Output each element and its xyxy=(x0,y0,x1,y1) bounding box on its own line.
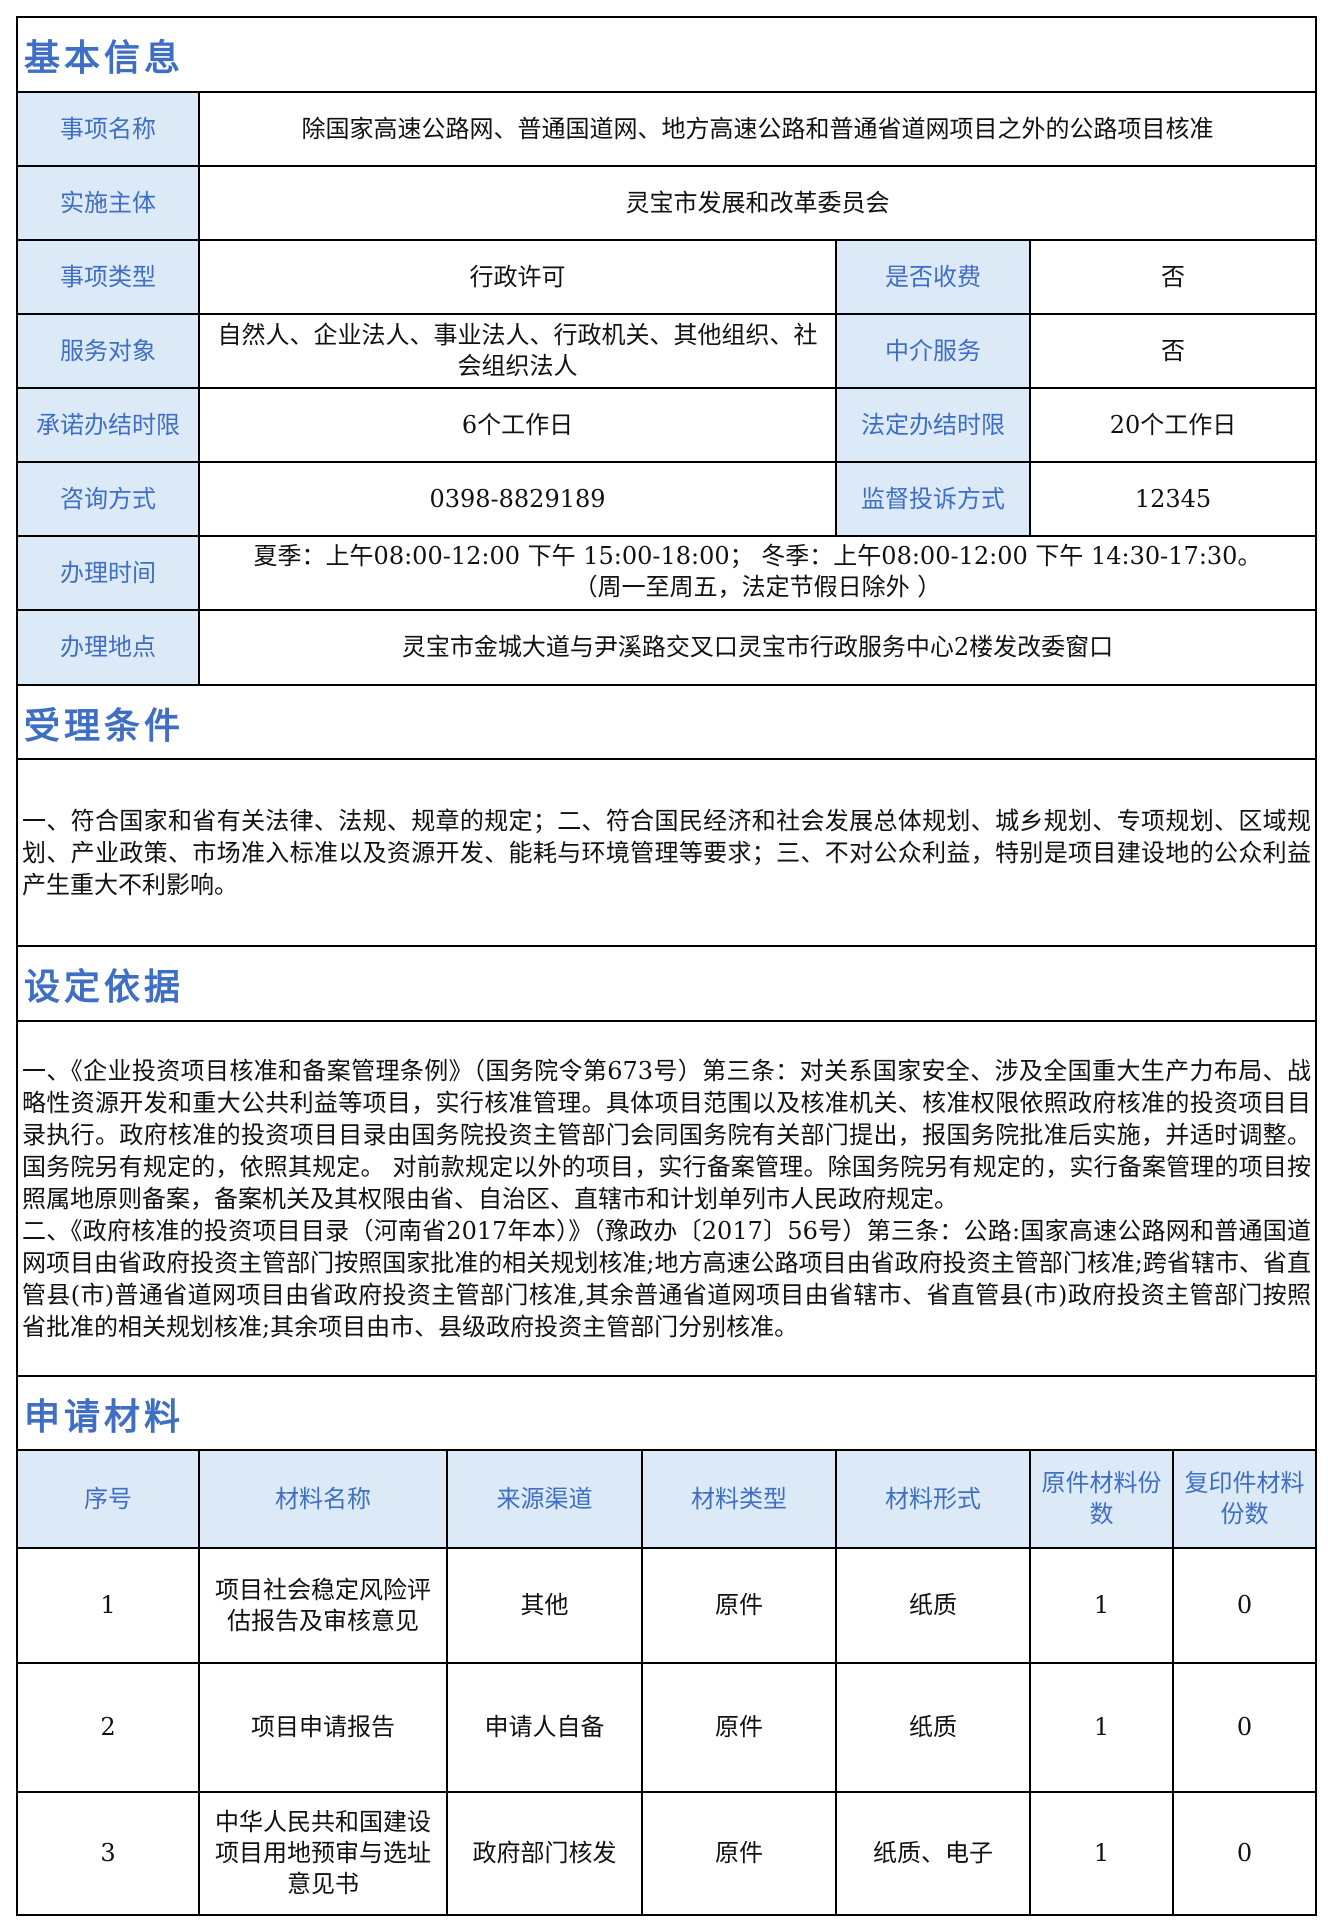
header-copy-count: 复印件材料份数 xyxy=(1174,1451,1315,1547)
value-complaint: 12345 xyxy=(1134,484,1212,513)
basis-text-2: 二、《政府核准的投资项目目录（河南省2017年本）》（豫政办〔2017〕56号）… xyxy=(22,1216,1311,1341)
cell-copy-count: 0 xyxy=(1236,1713,1253,1741)
value-consult: 0398-8829189 xyxy=(200,463,837,535)
cell-original-count: 1 xyxy=(1031,1664,1174,1791)
value-type: 行政许可 xyxy=(200,241,837,313)
cell-form: 纸质 xyxy=(837,1549,1031,1662)
label-legal-time: 法定办结时限 xyxy=(837,389,1031,461)
section-title-basis: 设定依据 xyxy=(24,967,185,1008)
cell-form: 纸质 xyxy=(837,1664,1031,1791)
value-agency: 否 xyxy=(1161,336,1185,365)
cell-source: 政府部门核发 xyxy=(448,1793,643,1914)
label-consult: 咨询方式 xyxy=(18,463,200,535)
section-title-basic: 基本信息 xyxy=(24,38,185,79)
cell-kind: 原件 xyxy=(643,1793,837,1914)
value-implementer: 灵宝市发展和改革委员会 xyxy=(625,188,890,217)
cell-kind: 原件 xyxy=(643,1549,837,1662)
label-hours: 办理时间 xyxy=(18,537,200,609)
value-item-name: 除国家高速公路网、普通国道网、地方高速公路和普通省道网项目之外的公路项目核准 xyxy=(301,114,1214,143)
cell-name: 项目社会稳定风险评估报告及审核意见 xyxy=(200,1549,448,1662)
cell-name: 中华人民共和国建设项目用地预审与选址意见书 xyxy=(200,1793,448,1914)
cell-name: 项目申请报告 xyxy=(200,1664,448,1791)
header-index: 序号 xyxy=(18,1451,200,1547)
label-fee: 是否收费 xyxy=(837,241,1031,313)
basis-text-1: 一、《企业投资项目核准和备案管理条例》（国务院令第673号）第三条：对关系国家安… xyxy=(22,1056,1311,1213)
cell-copy-count: 0 xyxy=(1236,1839,1253,1867)
value-address: 灵宝市金城大道与尹溪路交叉口灵宝市行政服务中心2楼发改委窗口 xyxy=(401,633,1114,661)
label-type: 事项类型 xyxy=(18,241,200,313)
table-row: 2 项目申请报告 申请人自备 原件 纸质 1 0 xyxy=(18,1664,1315,1793)
cell-original-count: 1 xyxy=(1031,1793,1174,1914)
materials-header-row: 序号 材料名称 来源渠道 材料类型 材料形式 原件材料份数 复印件材料份数 xyxy=(18,1451,1315,1549)
label-target: 服务对象 xyxy=(18,315,200,387)
cell-kind: 原件 xyxy=(643,1664,837,1791)
cell-source: 其他 xyxy=(448,1549,643,1662)
value-fee: 否 xyxy=(1161,262,1185,291)
header-original-count: 原件材料份数 xyxy=(1031,1451,1174,1547)
cell-form: 纸质、电子 xyxy=(837,1793,1031,1914)
cell-index: 2 xyxy=(18,1664,200,1791)
label-complaint: 监督投诉方式 xyxy=(837,463,1031,535)
label-address: 办理地点 xyxy=(18,611,200,684)
service-info-sheet: 基本信息 事项名称 除国家高速公路网、普通国道网、地方高速公路和普通省道网项目之… xyxy=(16,16,1317,1916)
section-title-conditions: 受理条件 xyxy=(24,706,185,747)
value-hours-line1: 夏季：上午08:00-12:00 下午 15:00-18:00； 冬季：上午08… xyxy=(253,542,1262,570)
cell-index: 3 xyxy=(18,1793,200,1914)
cell-copy-count: 0 xyxy=(1236,1591,1253,1619)
label-implementer: 实施主体 xyxy=(18,167,200,239)
header-form: 材料形式 xyxy=(837,1451,1031,1547)
table-row: 3 中华人民共和国建设项目用地预审与选址意见书 政府部门核发 原件 纸质、电子 … xyxy=(18,1793,1315,1916)
value-legal-time: 20个工作日 xyxy=(1109,410,1237,439)
cell-source: 申请人自备 xyxy=(448,1664,643,1791)
label-item-name: 事项名称 xyxy=(18,93,200,165)
conditions-text: 一、符合国家和省有关法律、法规、规章的规定；二、符合国民经济和社会发展总体规划、… xyxy=(22,806,1311,899)
value-target: 自然人、企业法人、事业法人、行政机关、其他组织、社会组织法人 xyxy=(200,315,837,387)
header-name: 材料名称 xyxy=(200,1451,448,1547)
section-title-materials: 申请材料 xyxy=(24,1397,185,1438)
value-hours-line2: （周一至周五，法定节假日除外 ） xyxy=(573,573,942,601)
header-kind: 材料类型 xyxy=(643,1451,837,1547)
header-source: 来源渠道 xyxy=(448,1451,643,1547)
label-agency: 中介服务 xyxy=(837,315,1031,387)
cell-index: 1 xyxy=(18,1549,200,1662)
label-promise-time: 承诺办结时限 xyxy=(18,389,200,461)
cell-original-count: 1 xyxy=(1031,1549,1174,1662)
table-row: 1 项目社会稳定风险评估报告及审核意见 其他 原件 纸质 1 0 xyxy=(18,1549,1315,1664)
value-promise-time: 6个工作日 xyxy=(200,389,837,461)
